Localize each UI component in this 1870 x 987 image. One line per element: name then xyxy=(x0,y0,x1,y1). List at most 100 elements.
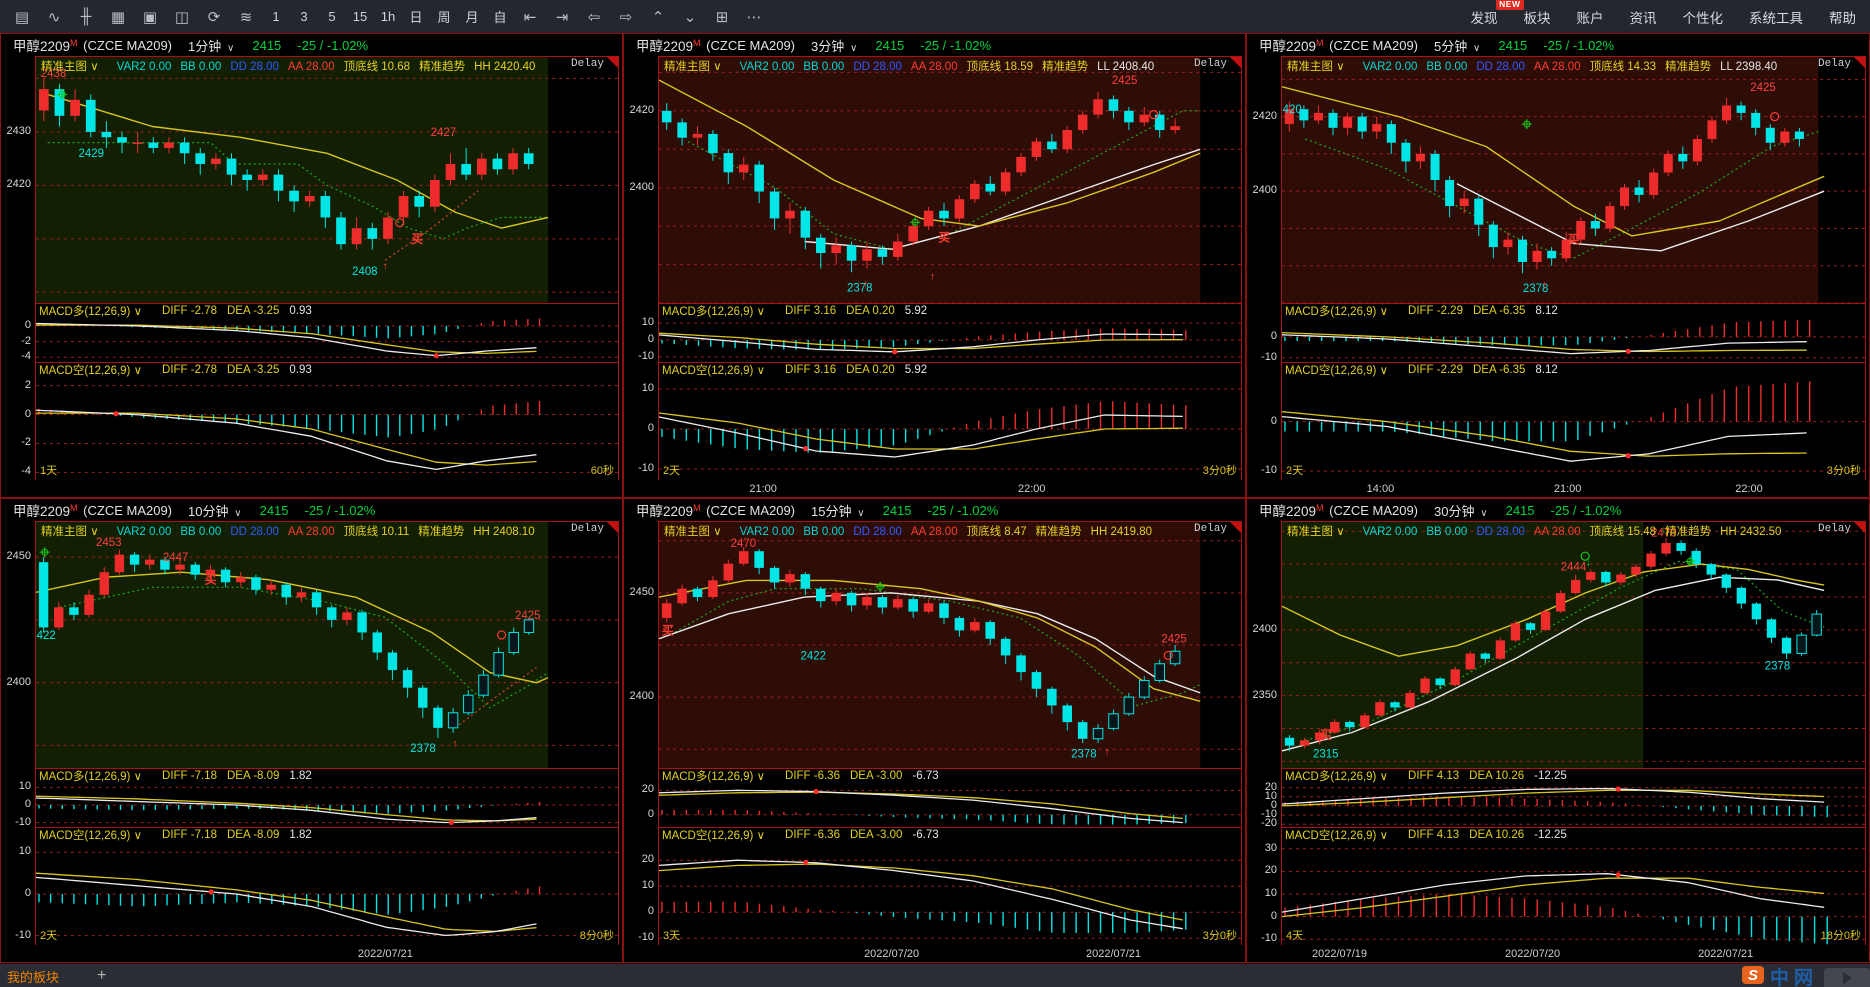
indicator-dropdown[interactable]: 精准主图 ∨ xyxy=(664,61,722,73)
macd-title-dropdown[interactable]: MACD多(12,26,9) ∨ xyxy=(662,771,766,783)
menu-资讯[interactable]: 资讯 xyxy=(1629,10,1657,26)
floating-player-widget[interactable] xyxy=(1824,968,1870,987)
macd-title-dropdown[interactable]: MACD多(12,26,9) ∨ xyxy=(1285,306,1389,318)
scroll-up-icon[interactable]: ⌃ xyxy=(651,8,665,26)
period-button-周[interactable]: 周 xyxy=(437,10,451,25)
indicator-trend-label: 精准趋势 xyxy=(1665,61,1712,73)
macd-plot[interactable] xyxy=(659,377,1241,481)
main-chart[interactable]: 2425 2378 买 ↑ ↑ xyxy=(659,57,1241,303)
add-tab-button[interactable]: + xyxy=(97,967,107,984)
candlestick-chart-svg[interactable]: 2453 2447 2422 2425 2378 买 ↑ xyxy=(36,522,618,768)
macd-plot[interactable] xyxy=(659,783,1241,827)
macd-title-dropdown[interactable]: MACD空(12,26,9) ∨ xyxy=(39,365,143,377)
menu-账户[interactable]: 账户 xyxy=(1576,10,1604,26)
macd-chart-svg[interactable] xyxy=(659,842,1241,946)
period-button-自[interactable]: 自 xyxy=(493,10,507,25)
grid-layout-icon[interactable]: ⊞ xyxy=(715,8,729,26)
macd-chart-svg[interactable] xyxy=(36,318,618,362)
refresh-icon[interactable]: ⟳ xyxy=(207,8,221,26)
menu-发现[interactable]: 发现 NEW xyxy=(1471,0,1524,27)
macd-plot[interactable] xyxy=(36,842,618,946)
macd-plot[interactable] xyxy=(1282,783,1865,827)
multi-candle-icon[interactable]: ▦ xyxy=(110,8,126,26)
period-button-月[interactable]: 月 xyxy=(465,10,479,25)
timeframe-dropdown[interactable]: 5分钟 ∨ xyxy=(1434,38,1481,54)
macd-plot[interactable] xyxy=(36,318,618,362)
macd-title-dropdown[interactable]: MACD空(12,26,9) ∨ xyxy=(1285,830,1389,842)
macd-plot[interactable] xyxy=(1282,318,1865,362)
macd-title-dropdown[interactable]: MACD多(12,26,9) ∨ xyxy=(662,306,766,318)
chart-span-label: 2天 xyxy=(1286,465,1304,477)
quote-list-icon[interactable]: ▤ xyxy=(14,8,30,26)
tab-my-board[interactable]: 我的板块 xyxy=(7,969,60,985)
macd-chart-svg[interactable] xyxy=(36,377,618,481)
macd-title-dropdown[interactable]: MACD多(12,26,9) ∨ xyxy=(39,771,143,783)
period-button-1[interactable]: 1 xyxy=(272,9,280,24)
macd-plot[interactable] xyxy=(659,318,1241,362)
macd-chart-svg[interactable] xyxy=(659,783,1241,827)
save-icon[interactable]: ◫ xyxy=(174,8,190,26)
macd-plot[interactable] xyxy=(36,377,618,481)
macd-title-dropdown[interactable]: MACD多(12,26,9) ∨ xyxy=(39,306,143,318)
draw-line-icon[interactable]: ≋ xyxy=(239,8,253,26)
next-contract-icon[interactable]: ⇥ xyxy=(555,8,569,26)
single-chart-icon[interactable]: ▣ xyxy=(142,8,158,26)
period-button-3[interactable]: 3 xyxy=(300,9,308,24)
indicator-bb: BB 0.00 xyxy=(1426,61,1468,73)
candlestick-chart-svg[interactable]: 2470 2422 2425 2378 买 ↑ xyxy=(659,522,1241,768)
period-button-15[interactable]: 15 xyxy=(352,9,368,24)
macd-plot[interactable] xyxy=(659,842,1241,946)
period-button-日[interactable]: 日 xyxy=(409,10,423,25)
timeframe-dropdown[interactable]: 10分钟 ∨ xyxy=(188,503,242,519)
timeframe-dropdown[interactable]: 15分钟 ∨ xyxy=(811,503,865,519)
macd-chart-svg[interactable] xyxy=(1282,377,1865,481)
indicator-dropdown[interactable]: 精准主图 ∨ xyxy=(664,526,722,538)
macd-chart-svg[interactable] xyxy=(36,842,618,946)
menu-帮助[interactable]: 帮助 xyxy=(1829,10,1856,26)
trend-line-icon[interactable]: ∿ xyxy=(47,8,61,26)
macd-title-dropdown[interactable]: MACD空(12,26,9) ∨ xyxy=(662,365,766,377)
period-button-5[interactable]: 5 xyxy=(328,9,336,24)
candlestick-icon[interactable]: ╫ xyxy=(80,8,92,25)
macd-chart-svg[interactable] xyxy=(1282,318,1865,362)
macd-plot[interactable] xyxy=(1282,377,1865,481)
macd-chart-svg[interactable] xyxy=(659,318,1241,362)
back-icon[interactable]: ⇦ xyxy=(587,8,601,26)
indicator-dropdown[interactable]: 精准主图 ∨ xyxy=(41,526,99,538)
menu-个性化[interactable]: 个性化 xyxy=(1682,10,1724,26)
main-chart[interactable]: 2420 2425 2378 买 ↑ xyxy=(1282,57,1865,303)
main-chart[interactable]: 2470 2444 2315 2378 买 ↓ ↓ xyxy=(1282,522,1865,768)
macd-chart-svg[interactable] xyxy=(1282,783,1865,827)
indicator-dropdown[interactable]: 精准主图 ∨ xyxy=(41,61,99,73)
symbol-code: (CZCE MA209) xyxy=(702,37,796,53)
macd-title-dropdown[interactable]: MACD空(12,26,9) ∨ xyxy=(662,830,766,842)
more-icon[interactable]: ⋯ xyxy=(746,8,762,26)
indicator-dropdown[interactable]: 精准主图 ∨ xyxy=(1287,526,1345,538)
prev-contract-icon[interactable]: ⇤ xyxy=(523,8,537,26)
menu-系统工具[interactable]: 系统工具 xyxy=(1749,10,1803,26)
macd-title-dropdown[interactable]: MACD多(12,26,9) ∨ xyxy=(1285,771,1389,783)
macd-chart-svg[interactable] xyxy=(659,377,1241,481)
candlestick-chart-svg[interactable]: 2420 2425 2378 买 ↑ xyxy=(1282,57,1865,303)
macd-plot[interactable] xyxy=(1282,842,1865,946)
candlestick-chart-svg[interactable]: 2438 2429 2427 2408 买 ↑ xyxy=(36,57,618,303)
main-chart[interactable]: 2470 2422 2425 2378 买 ↑ xyxy=(659,522,1241,768)
macd-chart-svg[interactable] xyxy=(36,783,618,827)
timeframe-dropdown[interactable]: 3分钟 ∨ xyxy=(811,38,858,54)
macd-title-dropdown[interactable]: MACD空(12,26,9) ∨ xyxy=(1285,365,1389,377)
macd-plot[interactable] xyxy=(36,783,618,827)
candlestick-chart-svg[interactable]: 2425 2378 买 ↑ ↑ xyxy=(659,57,1241,303)
period-button-1h[interactable]: 1h xyxy=(380,9,396,24)
timeframe-dropdown[interactable]: 30分钟 ∨ xyxy=(1434,503,1488,519)
macd-chart-svg[interactable] xyxy=(1282,842,1865,946)
scroll-down-icon[interactable]: ⌄ xyxy=(683,8,697,26)
main-chart[interactable]: 2453 2447 2422 2425 2378 买 ↑ xyxy=(36,522,618,768)
macd-title-dropdown[interactable]: MACD空(12,26,9) ∨ xyxy=(39,830,143,842)
candlestick-chart-svg[interactable]: 2470 2444 2315 2378 买 ↓ ↓ xyxy=(1282,522,1865,768)
forward-icon[interactable]: ⇨ xyxy=(619,8,633,26)
price-axis-label: 2450 xyxy=(629,585,654,598)
menu-板块[interactable]: 板块 xyxy=(1523,10,1551,26)
main-chart[interactable]: 2438 2429 2427 2408 买 ↑ xyxy=(36,57,618,303)
indicator-dropdown[interactable]: 精准主图 ∨ xyxy=(1287,61,1345,73)
timeframe-dropdown[interactable]: 1分钟 ∨ xyxy=(188,38,235,54)
